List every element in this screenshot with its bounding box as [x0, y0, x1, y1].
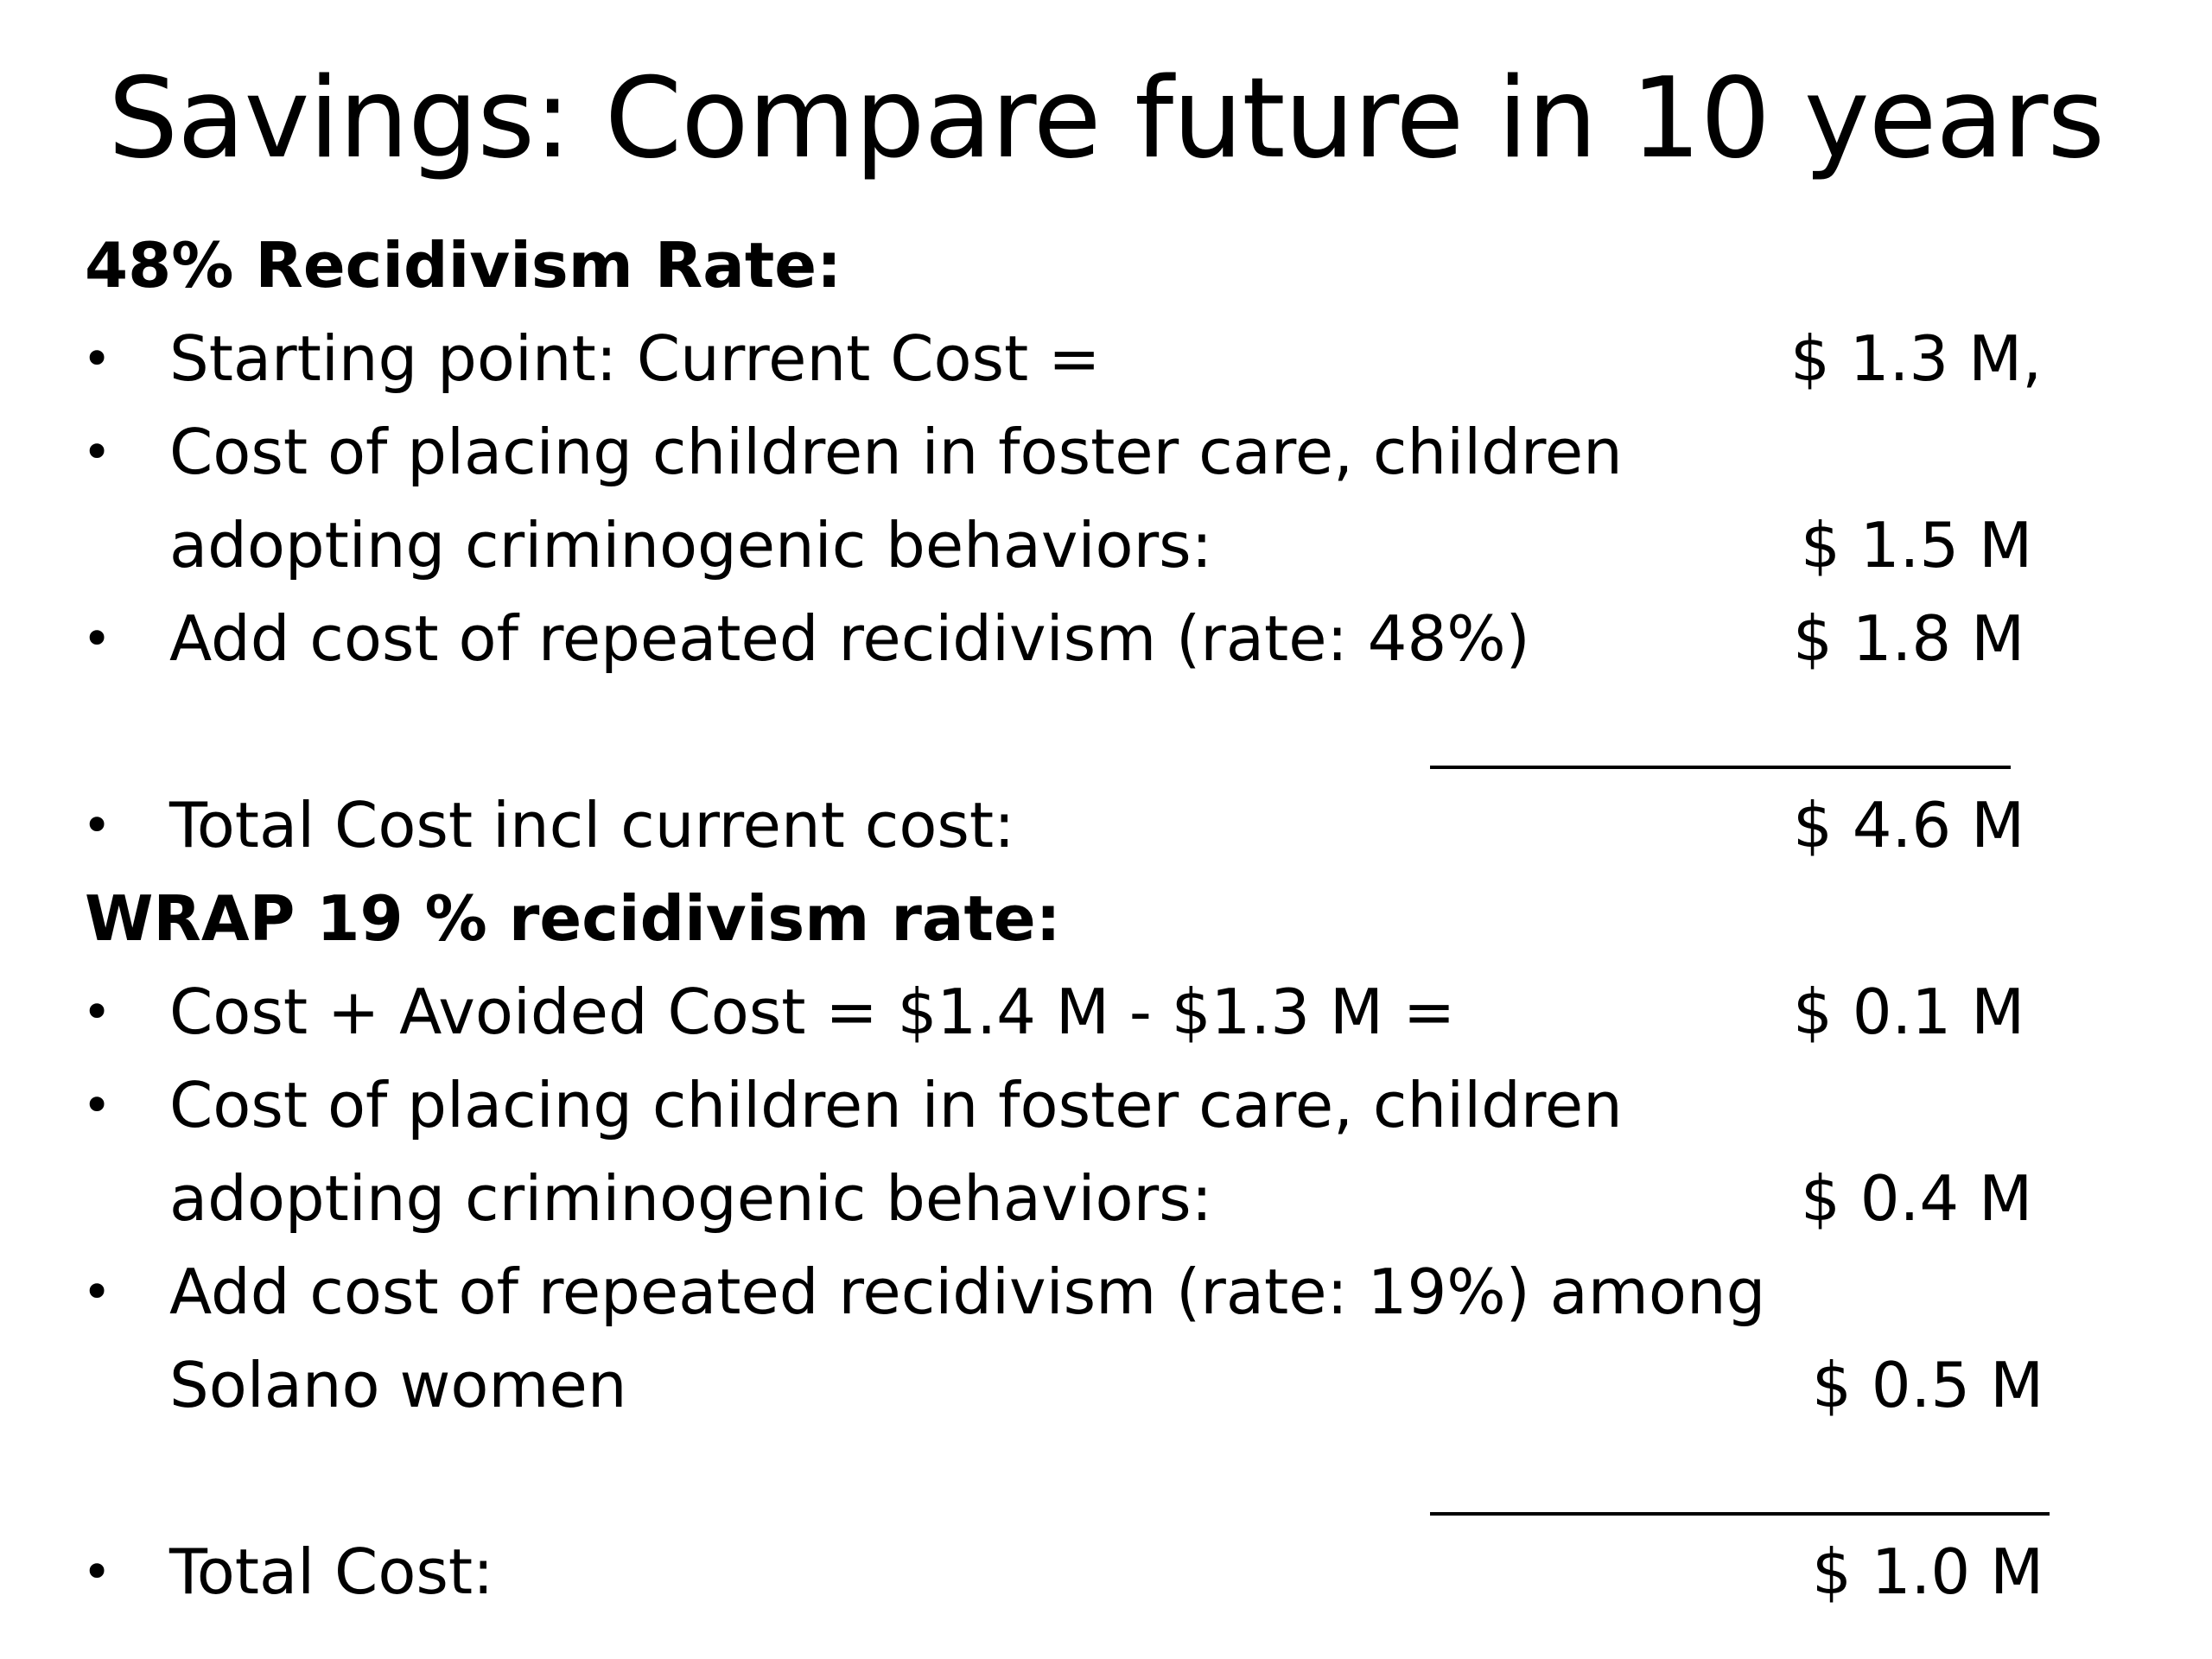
item-foster-care-amount: $ 1.5 M	[1801, 509, 2033, 582]
sum-divider-line	[1430, 1512, 2050, 1516]
item-wrap-foster-care-label-line2: adopting criminogenic behaviors:	[169, 1162, 1212, 1235]
item-recidivism-amount: $ 1.8 M	[1793, 602, 2025, 675]
bullet-icon: •	[82, 796, 112, 855]
item-current-cost-label: Starting point: Current Cost =	[169, 322, 1101, 395]
total-wrap-amount: $ 1.0 M	[1812, 1535, 2044, 1608]
item-wrap-foster-care-amount: $ 0.4 M	[1801, 1162, 2033, 1235]
item-foster-care-label-line2: adopting criminogenic behaviors:	[169, 509, 1212, 582]
section-heading-current: 48% Recidivism Rate:	[85, 229, 842, 302]
bullet-icon: •	[82, 1542, 112, 1601]
total-wrap-label: Total Cost:	[169, 1535, 494, 1608]
bullet-icon: •	[82, 423, 112, 481]
slide-title: Savings: Compare future in 10 years	[107, 54, 2105, 183]
item-wrap-recidivism-label-line2: Solano women	[169, 1349, 627, 1421]
bullet-icon: •	[82, 609, 112, 668]
bullet-icon: •	[82, 1262, 112, 1321]
item-wrap-cost-label: Cost + Avoided Cost = $1.4 M - $1.3 M =	[169, 976, 1456, 1048]
bullet-icon: •	[82, 329, 112, 388]
item-foster-care-label-line1: Cost of placing children in foster care,…	[169, 416, 1623, 488]
section-heading-wrap: WRAP 19 % recidivism rate:	[85, 882, 1061, 955]
item-recidivism-label: Add cost of repeated recidivism (rate: 4…	[169, 602, 1530, 675]
bullet-icon: •	[82, 1076, 112, 1135]
item-wrap-recidivism-amount: $ 0.5 M	[1812, 1349, 2044, 1421]
total-current-amount: $ 4.6 M	[1793, 789, 2025, 861]
item-wrap-cost-amount: $ 0.1 M	[1793, 976, 2025, 1048]
item-current-cost-amount: $ 1.3 M,	[1790, 322, 2043, 395]
bullet-icon: •	[82, 982, 112, 1041]
item-wrap-recidivism-label-line1: Add cost of repeated recidivism (rate: 1…	[169, 1255, 1766, 1328]
item-wrap-foster-care-label-line1: Cost of placing children in foster care,…	[169, 1069, 1623, 1141]
sum-divider-line	[1430, 766, 2011, 769]
total-current-label: Total Cost incl current cost:	[169, 789, 1015, 861]
